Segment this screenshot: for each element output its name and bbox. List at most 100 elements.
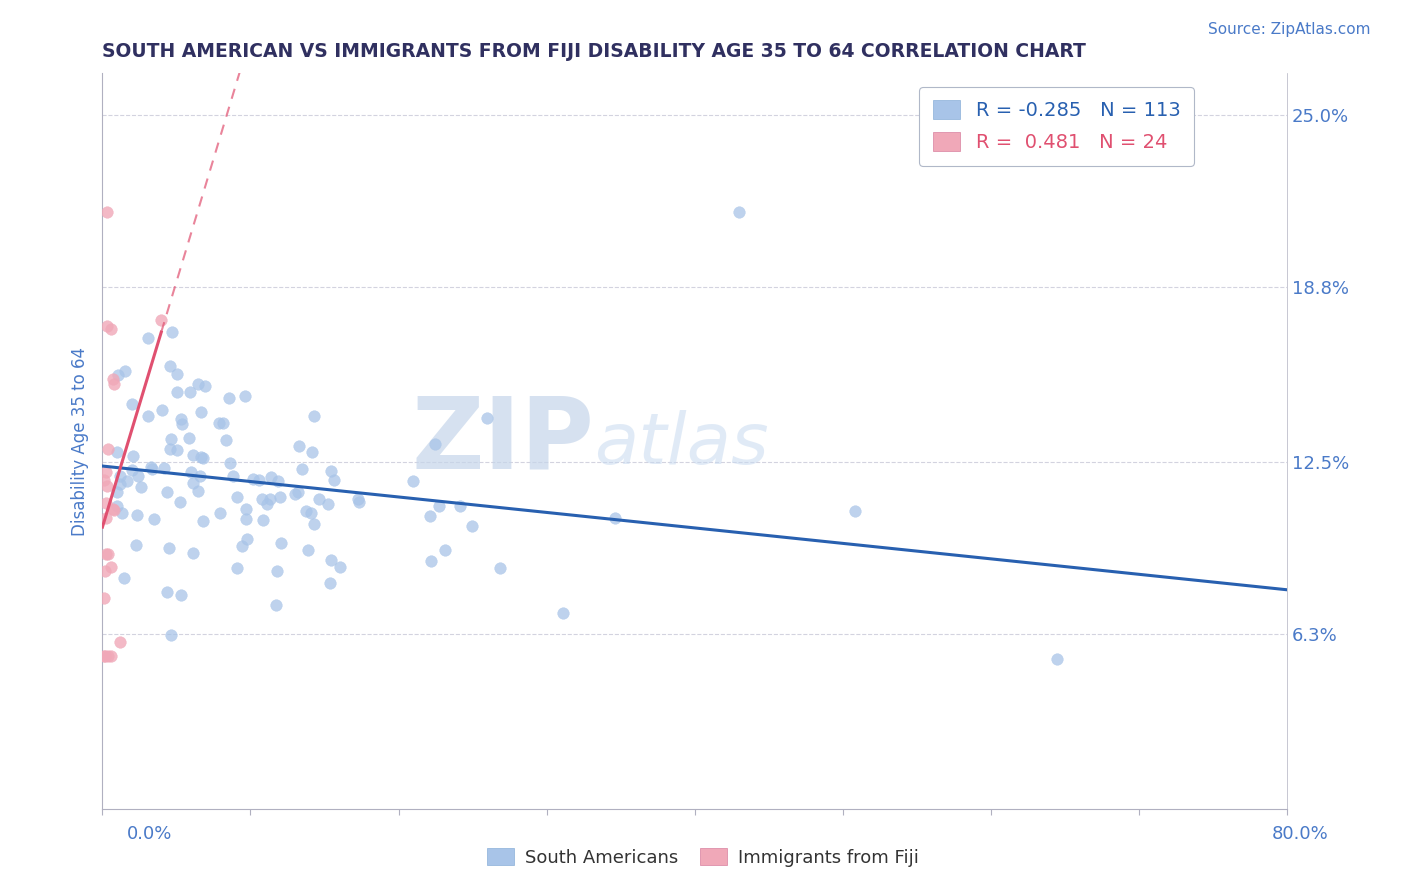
Point (302, 516, 325, 531)
Point (108, 476, 131, 491)
Point (449, 499, 471, 513)
Point (138, 409, 160, 424)
Point (93, 649, 115, 664)
Point (226, 561, 249, 575)
Point (329, 559, 352, 574)
Point (177, 431, 200, 445)
Point (264, 598, 287, 612)
Point (150, 403, 173, 417)
Point (105, 485, 128, 500)
Y-axis label: Disability Age 35 to 64: Disability Age 35 to 64 (72, 347, 89, 536)
Point (187, 377, 209, 392)
Point (93, 649, 115, 664)
Point (218, 391, 240, 405)
Point (402, 474, 425, 488)
Point (96, 318, 118, 333)
Point (260, 470, 283, 484)
Text: SOUTH AMERICAN VS IMMIGRANTS FROM FIJI DISABILITY AGE 35 TO 64 CORRELATION CHART: SOUTH AMERICAN VS IMMIGRANTS FROM FIJI D… (103, 42, 1087, 61)
Point (433, 542, 456, 557)
Point (159, 627, 181, 641)
Point (172, 417, 194, 431)
Point (111, 506, 134, 520)
Point (242, 472, 264, 486)
Point (97, 649, 120, 664)
Point (187, 484, 209, 499)
Point (319, 552, 342, 566)
Point (188, 469, 211, 483)
Point (301, 506, 323, 520)
Point (125, 538, 148, 552)
Point (319, 575, 342, 590)
Point (141, 460, 163, 475)
Point (108, 635, 131, 649)
Point (301, 445, 323, 459)
Point (347, 491, 370, 506)
Point (233, 389, 256, 403)
Point (190, 404, 212, 418)
Point (100, 649, 122, 664)
Point (112, 571, 135, 585)
Point (1046, 652, 1069, 666)
Point (427, 499, 450, 513)
Point (105, 499, 128, 513)
Point (844, 504, 866, 518)
Text: Source: ZipAtlas.com: Source: ZipAtlas.com (1208, 22, 1371, 37)
Text: 0.0%: 0.0% (127, 825, 172, 843)
Point (96, 205, 118, 219)
Point (180, 466, 202, 480)
Point (475, 410, 498, 425)
Point (150, 312, 173, 326)
Text: atlas: atlas (593, 410, 769, 479)
Point (461, 519, 484, 533)
Point (107, 368, 129, 383)
Point (117, 474, 139, 488)
Point (191, 514, 214, 528)
Point (728, 205, 751, 219)
Point (169, 494, 191, 508)
Point (160, 433, 183, 447)
Point (291, 462, 314, 476)
Point (94, 547, 117, 561)
Point (226, 490, 249, 504)
Point (121, 462, 143, 476)
Point (160, 325, 183, 339)
Point (166, 384, 188, 399)
Point (157, 541, 180, 556)
Point (316, 497, 339, 511)
Point (551, 606, 574, 620)
Text: ZIP: ZIP (411, 392, 593, 490)
Point (125, 508, 148, 522)
Point (208, 506, 231, 520)
Point (103, 503, 125, 517)
Point (193, 450, 215, 465)
Point (208, 416, 231, 430)
Point (159, 442, 181, 457)
Point (231, 539, 253, 553)
Point (100, 322, 122, 336)
Point (97, 547, 120, 561)
Point (153, 460, 176, 475)
Point (302, 409, 325, 423)
Point (159, 359, 181, 373)
Point (425, 437, 447, 451)
Point (288, 439, 311, 453)
Point (110, 469, 132, 483)
Point (103, 502, 125, 516)
Point (97, 442, 120, 457)
Point (250, 491, 273, 506)
Point (93, 591, 115, 605)
Point (419, 508, 441, 523)
Point (101, 372, 124, 386)
Point (127, 468, 149, 483)
Point (94, 496, 117, 510)
Point (266, 564, 288, 578)
Point (419, 554, 441, 568)
Legend: R = -0.285   N = 113, R =  0.481   N = 24: R = -0.285 N = 113, R = 0.481 N = 24 (920, 87, 1194, 166)
Point (284, 486, 307, 500)
Point (259, 492, 281, 507)
Point (308, 492, 330, 507)
Point (129, 480, 152, 494)
Point (489, 561, 512, 575)
Point (235, 502, 257, 516)
Point (294, 504, 316, 518)
